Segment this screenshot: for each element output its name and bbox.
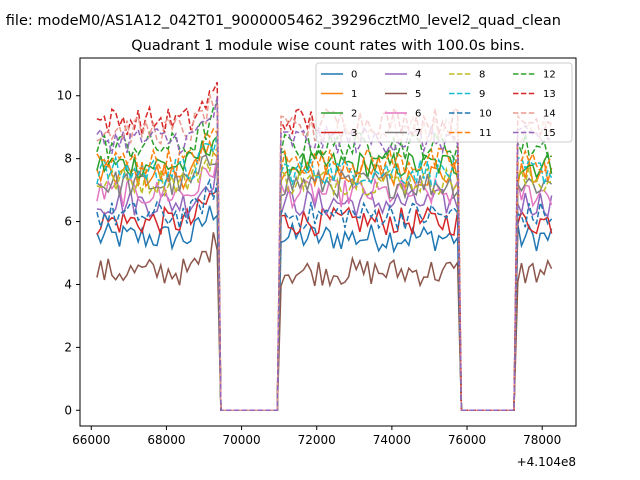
legend-label-14: 14 [543, 109, 556, 120]
x-tick-label: 68000 [147, 433, 185, 447]
figure-suptitle: n file: modeM0/AS1A12_042T01_9000005462_… [0, 13, 561, 29]
legend-label-5: 5 [415, 89, 421, 100]
legend-label-1: 1 [351, 89, 357, 100]
legend-label-12: 12 [543, 70, 556, 81]
legend-label-11: 11 [479, 128, 492, 139]
x-tick-label: 78000 [523, 433, 561, 447]
series-layer [96, 81, 553, 412]
chart-title: Quadrant 1 module wise count rates with … [131, 38, 525, 54]
legend-label-8: 8 [479, 70, 485, 81]
y-tick-label: 2 [64, 340, 72, 354]
x-tick-label: 72000 [298, 433, 336, 447]
x-tick-label: 76000 [448, 433, 486, 447]
y-tick-label: 10 [57, 89, 72, 103]
plot-frame [79, 57, 577, 427]
y-tick-label: 4 [64, 277, 72, 291]
legend-label-15: 15 [543, 128, 556, 139]
legend-label-13: 13 [543, 89, 556, 100]
legend-label-2: 2 [351, 109, 357, 120]
y-tick-label: 8 [64, 152, 72, 166]
x-tick-label: 70000 [222, 433, 260, 447]
legend-label-4: 4 [415, 70, 421, 81]
legend-label-3: 3 [351, 128, 357, 139]
y-tick-label: 6 [64, 215, 72, 229]
x-offset-label: +4.104e8 [517, 455, 576, 469]
legend-label-0: 0 [351, 70, 357, 81]
x-axis: 66000 68000 70000 72000 74000 76000 78000 [72, 426, 561, 447]
x-tick-label: 74000 [373, 433, 411, 447]
legend-label-9: 9 [479, 89, 485, 100]
y-tick-label: 0 [64, 403, 72, 417]
y-axis: 0 2 4 6 8 10 [57, 89, 80, 417]
legend-label-7: 7 [415, 128, 421, 139]
series-line-12 [96, 100, 552, 412]
legend-box [315, 62, 573, 143]
x-tick-label: 66000 [72, 433, 110, 447]
legend-label-10: 10 [479, 109, 492, 120]
legend-label-6: 6 [415, 109, 421, 120]
